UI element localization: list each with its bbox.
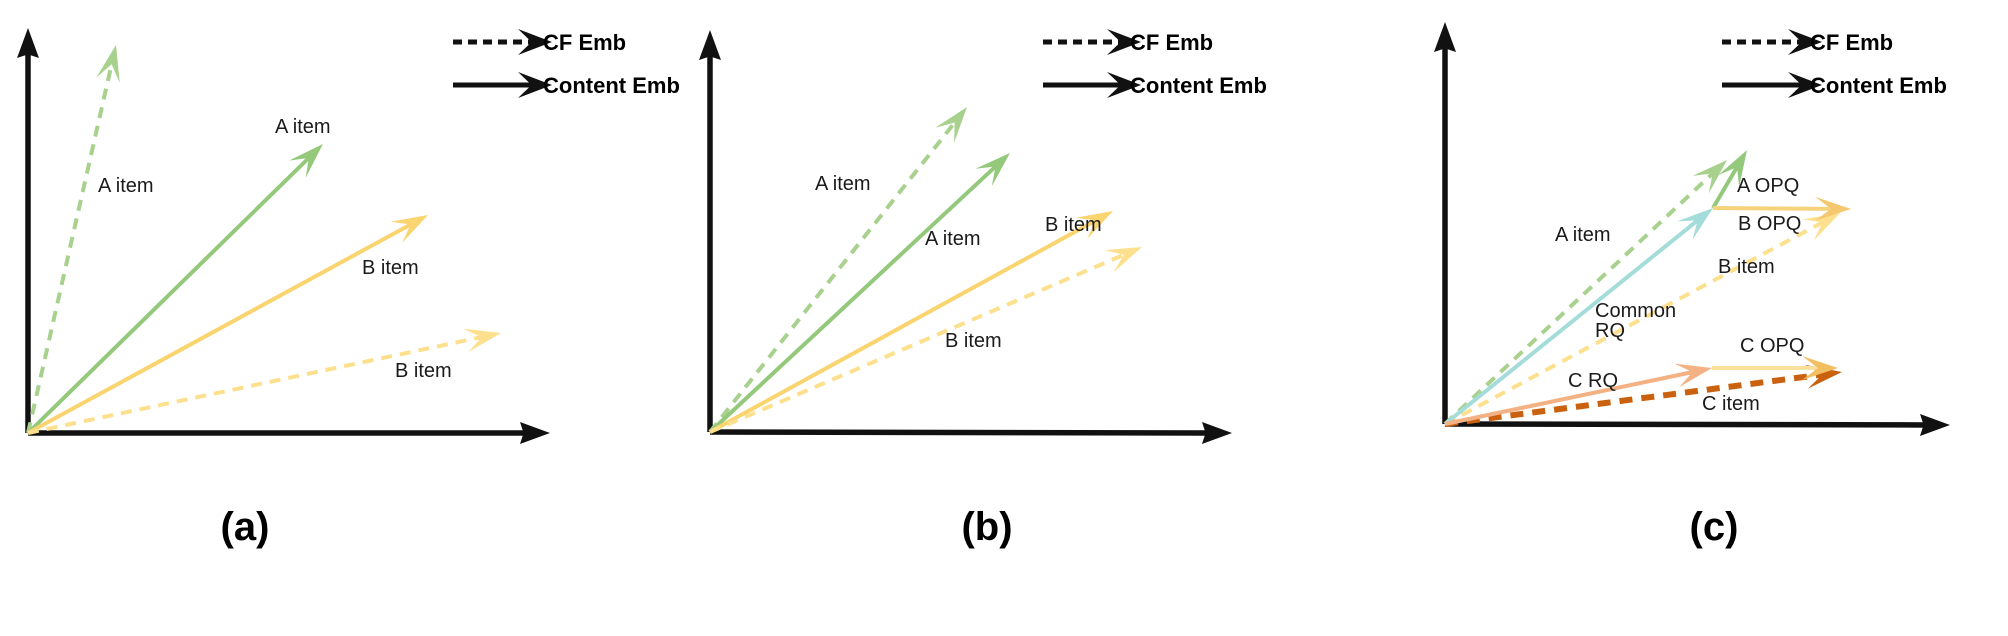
a-item-content-label: A item [275,116,331,138]
b-item-content-label: B item [362,257,419,279]
c-item-cf-label: C item [1702,393,1760,415]
a-opq-label: A OPQ [1737,175,1800,197]
panel-c [1434,22,1950,436]
legend-cf-arrow [453,29,552,55]
panel-caption: (a) [220,505,270,549]
legend-content-label: Content Emb [1810,73,1947,98]
vector-a-item-content [26,144,323,435]
b-item-cf-label: B item [1718,256,1775,278]
vector-c-opq [1712,356,1838,380]
b-item-cf-label: B item [395,360,452,382]
panel-a [17,28,552,444]
vector-a-item-cf [708,107,967,434]
legend-content-arrow [1722,72,1822,98]
legend-content-arrow [1043,72,1141,98]
vector-a-opq [1711,150,1747,210]
legend-cf-label: CF Emb [543,30,627,55]
vector-c-item-cf [1444,364,1842,427]
vector-a-item-cf [26,45,120,434]
a-item-cf-label: A item [98,175,154,197]
legend-content-arrow [453,72,552,98]
legend-cf-label: CF Emb [1130,30,1214,55]
c-rq-label: C RQ [1568,370,1618,392]
a-item-content-label: A item [925,228,981,250]
panel-b [699,29,1232,444]
vector-b-item-content [709,211,1113,434]
vector-a-item-cf [1443,160,1727,426]
y-axis [1434,22,1456,424]
common-rq-label-line1: Common [1595,300,1677,322]
x-axis [709,421,1232,444]
b-item-content-label: B item [1045,214,1102,236]
x-axis [28,422,550,444]
vector-c-rq [1444,363,1712,426]
panel-caption: (c) [1689,505,1739,549]
vector-b-opq [1712,196,1851,221]
a-item-cf-label: A item [815,173,871,195]
common-rq-label-line2: RQ [1595,320,1625,342]
b-item-cf-label: B item [945,330,1002,352]
legend-cf-arrow [1722,29,1822,55]
legend-cf-arrow [1043,29,1141,55]
y-axis [17,28,39,433]
x-axis [1444,413,1950,436]
legend-content-label: Content Emb [1130,73,1267,98]
panel-caption: (b) [961,505,1013,549]
y-axis [699,30,721,432]
vector-common-rq [1443,208,1713,426]
vector-b-item-cf [709,247,1142,434]
legend-content-label: Content Emb [543,73,680,98]
vector-b-item-cf [27,328,501,435]
vector-b-item-cf [1444,213,1840,426]
c-opq-label: C OPQ [1740,335,1805,357]
a-item-cf-label: A item [1555,224,1611,246]
vector-a-item-content [708,153,1010,434]
legend-cf-label: CF Emb [1810,30,1894,55]
vector-b-item-content [27,215,428,435]
b-opq-label: B OPQ [1738,213,1802,235]
